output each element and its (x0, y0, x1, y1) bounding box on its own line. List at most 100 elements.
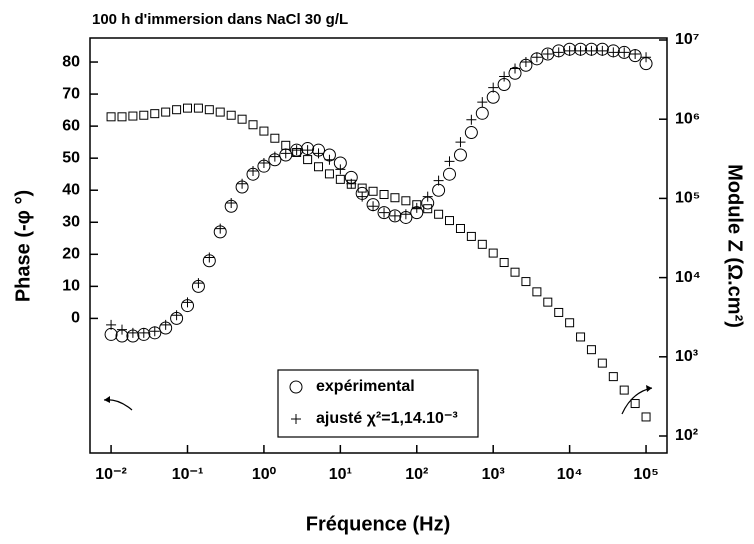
y-tick-label: 30 (62, 213, 80, 230)
point-plus (586, 45, 597, 56)
point-plus (444, 156, 455, 167)
x-tick-label: 10² (405, 466, 428, 483)
y-tick-label: 0 (71, 310, 80, 327)
point-plus (237, 178, 248, 189)
y2-tick-label: 10⁴ (675, 269, 701, 286)
point-plus (379, 207, 390, 218)
point-square (335, 174, 345, 184)
chart-title: 100 h d'immersion dans NaCl 30 g/L (92, 11, 348, 28)
point-square (270, 133, 280, 143)
x-tick-label: 10⁰ (252, 466, 277, 483)
legend-box (277, 369, 479, 438)
y-axis-label: Phase (-φ °) (12, 190, 34, 302)
y-tick-label: 40 (62, 181, 80, 198)
point-square (368, 186, 378, 196)
x-tick-label: 10⁻¹ (172, 466, 204, 483)
point-square (259, 126, 269, 136)
point-plus (248, 165, 259, 176)
point-plus (215, 223, 226, 234)
point-plus (389, 210, 400, 221)
point-plus (520, 57, 531, 68)
point-square (401, 196, 411, 206)
point-plus (597, 45, 608, 56)
point-square (324, 169, 334, 179)
point-plus (335, 164, 346, 175)
point-square (641, 412, 651, 422)
point-plus (171, 310, 182, 321)
point-plus (138, 327, 149, 338)
point-circle (453, 148, 467, 162)
arrowhead-left (104, 396, 110, 403)
point-plus (226, 198, 237, 209)
point-plus (433, 175, 444, 186)
point-square (379, 190, 389, 200)
point-plus (258, 157, 269, 168)
legend-marker (291, 414, 301, 424)
y-tick-label: 60 (62, 117, 80, 134)
point-plus (182, 297, 193, 308)
point-square (619, 385, 629, 395)
y2-axis-label: Module Z (Ω.cm²) (724, 164, 746, 328)
point-square (303, 155, 313, 165)
y-tick-label: 50 (62, 149, 80, 166)
point-square (499, 258, 509, 268)
point-square (150, 109, 160, 119)
point-square (292, 147, 302, 157)
point-plus (564, 45, 575, 56)
plot-frame (89, 37, 668, 454)
y2-tick-label: 10⁵ (675, 190, 700, 207)
point-plus (368, 201, 379, 212)
point-plus (117, 324, 128, 335)
y-tick-label: 10 (62, 278, 80, 295)
point-plus (499, 71, 510, 82)
point-plus (630, 49, 641, 60)
arrow-right (621, 387, 653, 415)
y-tick-label: 20 (62, 246, 80, 263)
point-square (248, 120, 258, 130)
point-plus (510, 63, 521, 74)
point-plus (542, 49, 553, 60)
point-plus (357, 191, 368, 202)
point-square (543, 297, 553, 307)
point-plus (302, 145, 313, 156)
point-square (455, 223, 465, 233)
point-square (532, 287, 542, 297)
point-square (237, 114, 247, 124)
point-square (139, 110, 149, 120)
point-square (128, 111, 138, 121)
point-plus (291, 145, 302, 156)
x-tick-label: 10³ (482, 466, 505, 483)
point-circle (442, 167, 456, 181)
point-square (314, 162, 324, 172)
point-circle (104, 327, 118, 341)
point-plus (488, 82, 499, 93)
point-plus (280, 148, 291, 159)
point-square (117, 112, 127, 122)
point-plus (127, 327, 138, 338)
point-plus (106, 319, 117, 330)
point-square (412, 200, 422, 210)
point-plus (466, 114, 477, 125)
point-square (488, 248, 498, 258)
point-square (554, 307, 564, 317)
x-tick-label: 10⁻² (95, 466, 127, 483)
point-plus (324, 154, 335, 165)
point-square (172, 105, 182, 115)
point-circle (388, 209, 402, 223)
point-square (586, 345, 596, 355)
point-square (357, 183, 367, 193)
point-circle (486, 90, 500, 104)
point-plus (204, 252, 215, 263)
point-plus (193, 278, 204, 289)
point-square (161, 107, 171, 117)
point-square (204, 105, 214, 115)
point-plus (411, 202, 422, 213)
point-plus (477, 97, 488, 108)
point-plus (619, 47, 630, 58)
point-square (193, 103, 203, 113)
y-tick-label: 70 (62, 85, 80, 102)
point-plus (641, 52, 652, 63)
point-circle (432, 183, 446, 197)
x-tick-label: 10⁵ (633, 466, 658, 483)
